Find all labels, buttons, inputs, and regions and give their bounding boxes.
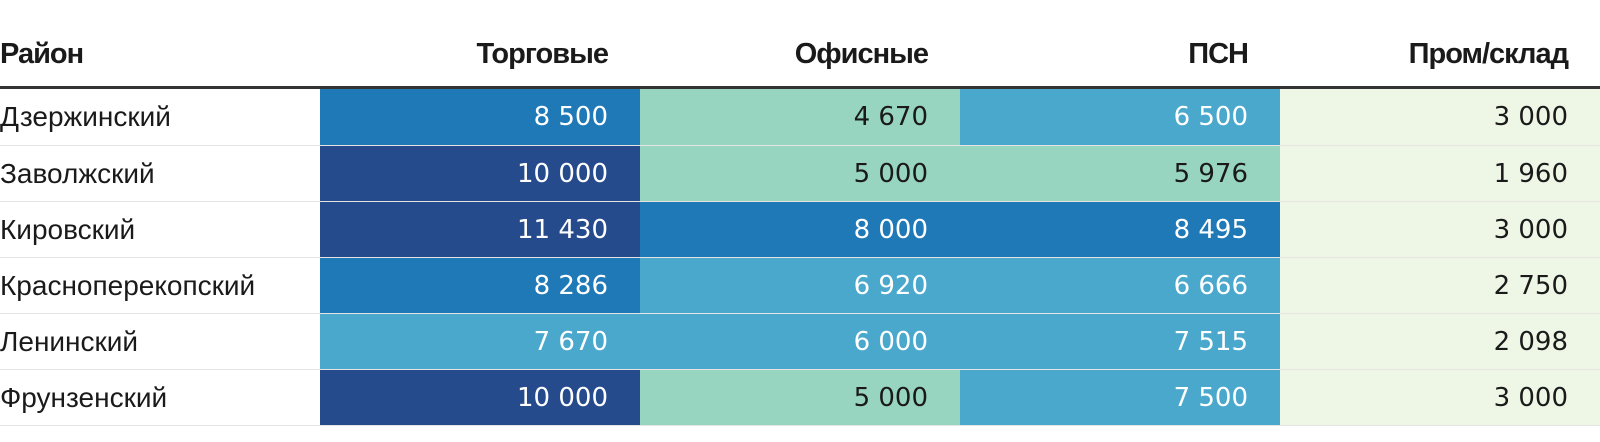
value-cell: 10 000 xyxy=(320,369,640,426)
value-cell: 5 000 xyxy=(640,145,960,202)
value-cell: 8 500 xyxy=(320,87,640,146)
row-label: Дзержинский xyxy=(0,87,320,146)
table-row: Фрунзенский 10 000 5 000 7 500 3 000 xyxy=(0,369,1600,426)
value-cell: 6 666 xyxy=(960,257,1280,314)
column-header-office: Офисные xyxy=(640,22,960,89)
value-cell: 3 000 xyxy=(1280,87,1600,146)
table-row: Красноперекопский 8 286 6 920 6 666 2 75… xyxy=(0,257,1600,314)
row-label: Фрунзенский xyxy=(0,369,320,426)
row-label: Заволжский xyxy=(0,145,320,202)
column-header-psn: ПСН xyxy=(960,22,1280,89)
value-cell: 5 000 xyxy=(640,369,960,426)
row-label: Красноперекопский xyxy=(0,257,320,314)
column-header-industrial: Пром/склад xyxy=(1280,22,1600,89)
row-label: Кировский xyxy=(0,201,320,258)
value-cell: 7 515 xyxy=(960,313,1280,370)
value-cell: 8 495 xyxy=(960,201,1280,258)
value-cell: 7 500 xyxy=(960,369,1280,426)
value-cell: 2 098 xyxy=(1280,313,1600,370)
row-label: Ленинский xyxy=(0,313,320,370)
header-row: Район Торговые Офисные ПСН Пром/склад xyxy=(0,22,1600,89)
table-row: Заволжский 10 000 5 000 5 976 1 960 xyxy=(0,145,1600,202)
value-cell: 7 670 xyxy=(320,313,640,370)
value-cell: 3 000 xyxy=(1280,369,1600,426)
table-row: Ленинский 7 670 6 000 7 515 2 098 xyxy=(0,313,1600,370)
value-cell: 8 000 xyxy=(640,201,960,258)
column-header-district: Район xyxy=(0,22,320,89)
value-cell: 1 960 xyxy=(1280,145,1600,202)
heatmap-table: Район Торговые Офисные ПСН Пром/склад Дз… xyxy=(0,22,1600,426)
value-cell: 8 286 xyxy=(320,257,640,314)
value-cell: 10 000 xyxy=(320,145,640,202)
table-row: Дзержинский 8 500 4 670 6 500 3 000 xyxy=(0,87,1600,146)
column-header-retail: Торговые xyxy=(320,22,640,89)
value-cell: 6 920 xyxy=(640,257,960,314)
value-cell: 4 670 xyxy=(640,87,960,146)
value-cell: 3 000 xyxy=(1280,201,1600,258)
value-cell: 5 976 xyxy=(960,145,1280,202)
value-cell: 6 000 xyxy=(640,313,960,370)
value-cell: 11 430 xyxy=(320,201,640,258)
value-cell: 6 500 xyxy=(960,87,1280,146)
table-row: Кировский 11 430 8 000 8 495 3 000 xyxy=(0,201,1600,258)
value-cell: 2 750 xyxy=(1280,257,1600,314)
